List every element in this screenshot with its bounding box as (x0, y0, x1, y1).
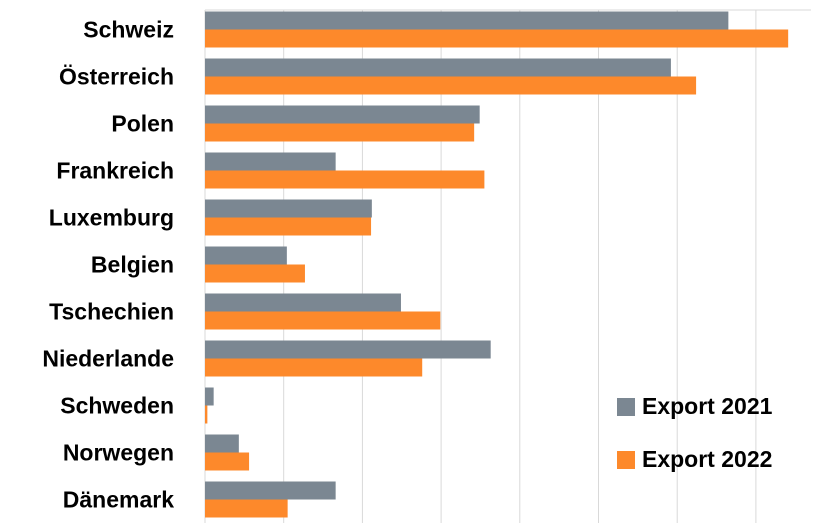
legend-swatch (617, 451, 635, 469)
bar (205, 340, 491, 359)
bar (205, 358, 423, 377)
bar (205, 29, 789, 48)
bar (205, 434, 239, 453)
y-tick-label: Frankreich (56, 158, 174, 184)
y-tick-label: Tschechien (49, 299, 174, 325)
y-tick-label: Polen (111, 111, 174, 137)
bar (205, 387, 214, 406)
bar (205, 264, 305, 283)
legend-swatch (617, 398, 635, 416)
bar (205, 105, 480, 124)
y-tick-label: Schweden (60, 393, 174, 419)
bar (205, 293, 401, 312)
bar (205, 246, 287, 265)
y-tick-label: Luxemburg (49, 205, 174, 231)
bar (205, 152, 336, 171)
bar (205, 76, 697, 95)
bar (205, 11, 729, 30)
y-tick-label: Norwegen (63, 440, 174, 466)
bar (205, 217, 372, 236)
y-tick-label: Österreich (59, 64, 174, 90)
bar (205, 481, 336, 500)
bar (205, 58, 671, 77)
y-tick-label: Niederlande (42, 346, 174, 372)
y-tick-label: Dänemark (63, 487, 174, 513)
y-tick-label: Schweiz (83, 17, 174, 43)
bar (205, 499, 288, 518)
y-tick-label: Belgien (91, 252, 174, 278)
legend-label: Export 2022 (642, 446, 772, 472)
bar (205, 452, 250, 471)
bar (205, 311, 441, 330)
legend-label: Export 2021 (642, 393, 773, 419)
bar (205, 170, 485, 189)
bar (205, 405, 208, 424)
bar (205, 199, 372, 218)
bar (205, 123, 475, 142)
